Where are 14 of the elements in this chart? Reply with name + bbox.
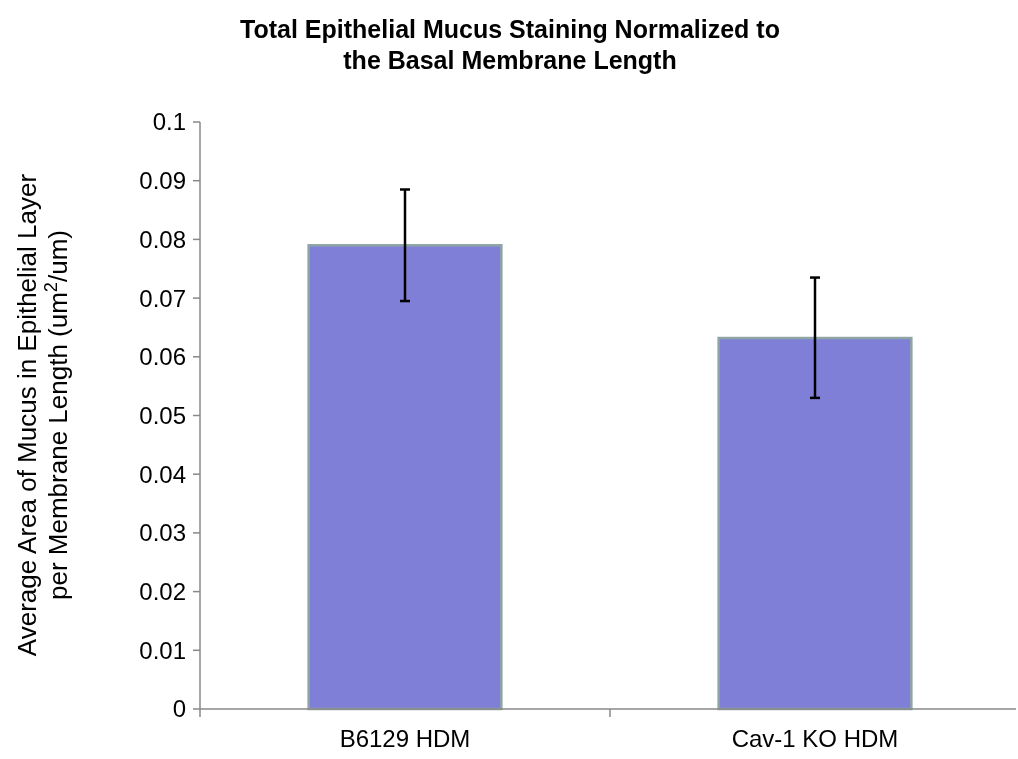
y-tick-label: 0 bbox=[172, 695, 186, 723]
x-tick-label: B6129 HDM bbox=[339, 725, 471, 752]
y-tick-label: 0.02 bbox=[139, 578, 186, 605]
y-tick-label: 0.07 bbox=[139, 284, 186, 312]
y-tick-label: 0.01 bbox=[139, 636, 186, 664]
y-tick-label: 0.03 bbox=[139, 519, 186, 547]
chart-title: Total Epithelial Mucus Staining Normalized to the Basal Membrane Length bbox=[240, 15, 780, 74]
y-tick-label: 0.04 bbox=[139, 460, 186, 488]
x-tick-label: Cav-1 KO HDM bbox=[731, 725, 899, 752]
y-tick-label: 0.05 bbox=[139, 401, 186, 429]
y-tick-label: 0.1 bbox=[152, 108, 186, 136]
y-tick-label: 0.09 bbox=[139, 167, 186, 195]
y-tick-label: 0.06 bbox=[139, 343, 186, 371]
y-tick-label: 0.08 bbox=[139, 225, 186, 253]
